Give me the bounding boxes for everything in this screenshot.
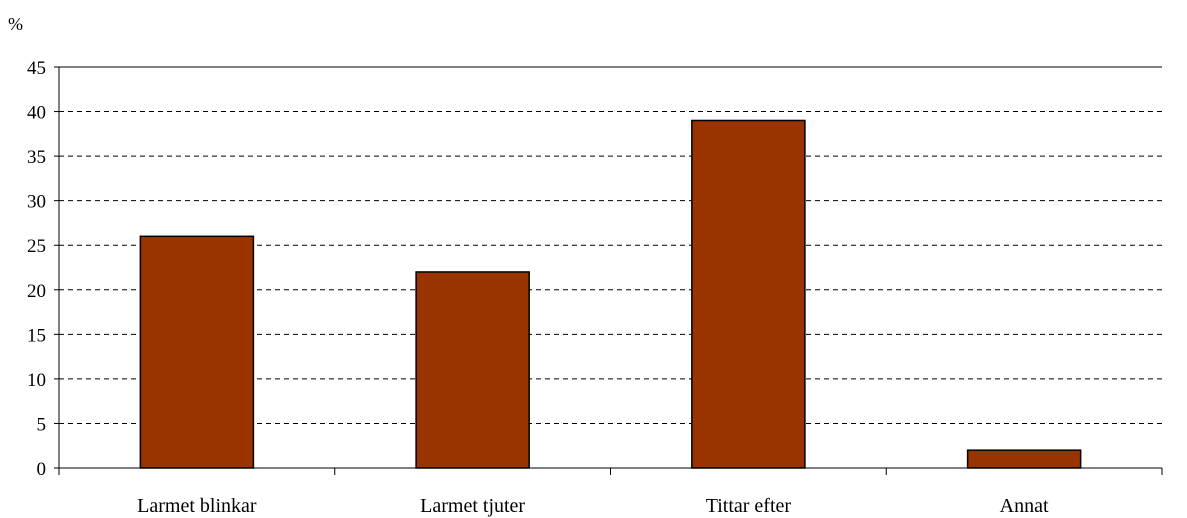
y-tick-label: 25 — [27, 236, 46, 257]
y-tick-label: 35 — [27, 147, 46, 168]
category-label: Tittar efter — [706, 495, 792, 517]
axes — [54, 66, 1163, 475]
y-tick-label: 40 — [27, 103, 46, 124]
y-tick-label: 0 — [37, 459, 47, 480]
y-tick-label: 45 — [27, 58, 46, 79]
bar — [415, 271, 530, 469]
category-label: Larmet blinkar — [137, 495, 257, 517]
y-tick-label: 10 — [27, 370, 46, 391]
y-tick-label: 15 — [27, 325, 46, 346]
bar — [691, 119, 806, 469]
category-label: Annat — [1000, 495, 1049, 517]
y-tick-labels: 0 5 10 15 20 25 30 35 40 45 — [27, 58, 46, 480]
category-labels: Larmet blinkar Larmet tjuter Tittar efter A… — [137, 495, 1049, 517]
bar — [139, 235, 255, 469]
y-tick-label: 30 — [27, 192, 46, 213]
bar — [966, 449, 1082, 469]
bars — [139, 119, 1082, 469]
y-tick-label: 20 — [27, 281, 46, 302]
y-axis-unit-label: % — [8, 14, 23, 34]
category-label: Larmet tjuter — [420, 495, 525, 517]
y-tick-label: 5 — [37, 414, 47, 435]
